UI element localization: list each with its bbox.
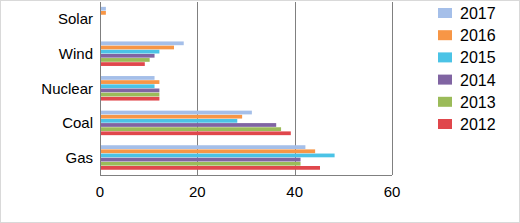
bar (101, 119, 237, 123)
legend-swatch (438, 8, 452, 18)
bar (101, 166, 320, 170)
bar (101, 15, 102, 19)
bar (101, 97, 159, 101)
bar (101, 93, 159, 97)
bar (101, 158, 301, 162)
bar (101, 80, 159, 84)
x-axis-line (100, 175, 392, 176)
bar (101, 7, 106, 11)
bar (101, 131, 291, 135)
bar (101, 154, 335, 158)
bar (101, 149, 315, 153)
bar (101, 111, 252, 115)
grid-line (392, 2, 393, 175)
bar (101, 84, 155, 88)
chart-border (1, 1, 520, 223)
bar (101, 46, 174, 50)
bar (101, 89, 159, 93)
bars (101, 7, 335, 170)
category-label: Solar (58, 10, 93, 27)
bar (101, 11, 106, 15)
bar (101, 62, 145, 66)
legend-swatch (438, 119, 452, 129)
legend-swatch (438, 30, 452, 40)
category-label: Wind (59, 45, 93, 62)
bar (101, 162, 301, 166)
bar (101, 19, 102, 23)
bar (101, 127, 281, 131)
bar (101, 41, 184, 45)
chart: 0 20 40 60 Gas Coal Nuclear Wind Solar 2017 2016 20… (0, 0, 520, 223)
tick-label: 60 (384, 183, 401, 200)
bar (101, 115, 242, 119)
bar (101, 76, 155, 80)
tick-label: 40 (286, 183, 303, 200)
bar (101, 54, 155, 58)
bar (101, 28, 102, 32)
legend-swatch (438, 75, 452, 85)
grid-line (197, 2, 198, 175)
bar (101, 145, 305, 149)
category-label: Coal (62, 114, 93, 131)
grid-line (295, 2, 296, 175)
grid-line (100, 2, 101, 175)
category-label: Nuclear (41, 80, 93, 97)
category-label: Gas (65, 149, 93, 166)
bar (101, 50, 159, 54)
legend-label: 2012 (460, 116, 496, 133)
legend-label: 2013 (460, 94, 496, 111)
tick-label: 20 (189, 183, 206, 200)
tick-label: 0 (96, 183, 104, 200)
legend-label: 2017 (460, 5, 496, 22)
legend-label: 2015 (460, 49, 496, 66)
bar (101, 58, 150, 62)
bar (101, 123, 276, 127)
legend-label: 2014 (460, 72, 496, 89)
legend-swatch (438, 97, 452, 107)
bar (101, 23, 102, 27)
legend-swatch (438, 52, 452, 62)
legend-label: 2016 (460, 27, 496, 44)
